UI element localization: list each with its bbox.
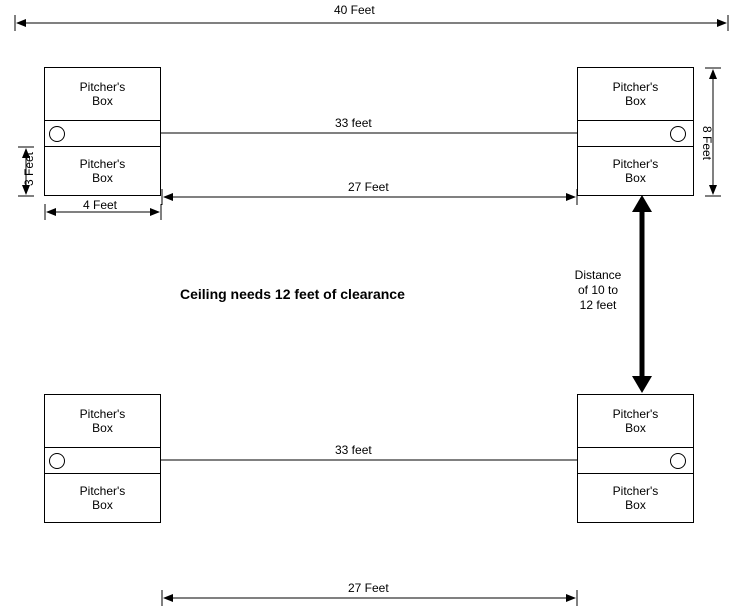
dim-40ft: 40 Feet [334, 3, 375, 17]
dim-33ft-b: 33 feet [335, 443, 372, 457]
pitchers-box-label: Pitcher's Box [80, 484, 126, 513]
dim-8ft: 8 Feet [700, 126, 714, 160]
court-diagram: Pitcher's Box Pitcher's Box Pitcher's Bo… [0, 0, 751, 615]
dim-27ft-b: 27 Feet [348, 581, 389, 595]
pitchers-box-label: Pitcher's Box [613, 407, 659, 436]
pitchers-box-label: Pitcher's Box [80, 157, 126, 186]
hob-ring [670, 453, 686, 469]
pitchers-box-label: Pitcher's Box [613, 80, 659, 109]
ceiling-note: Ceiling needs 12 feet of clearance [180, 286, 405, 302]
hob-ring [670, 126, 686, 142]
dim-33ft-a: 33 feet [335, 116, 372, 130]
pitchers-box-label: Pitcher's Box [613, 157, 659, 186]
dim-4ft: 4 Feet [83, 198, 117, 212]
hob-ring [49, 453, 65, 469]
pitchers-box-label: Pitcher's Box [613, 484, 659, 513]
pitchers-box-label: Pitcher's Box [80, 407, 126, 436]
dim-27ft-a: 27 Feet [348, 180, 389, 194]
distance-label: Distance of 10 to 12 feet [571, 268, 625, 313]
pitchers-box-label: Pitcher's Box [80, 80, 126, 109]
dim-3ft: 3 Feet [22, 152, 36, 186]
hob-ring [49, 126, 65, 142]
